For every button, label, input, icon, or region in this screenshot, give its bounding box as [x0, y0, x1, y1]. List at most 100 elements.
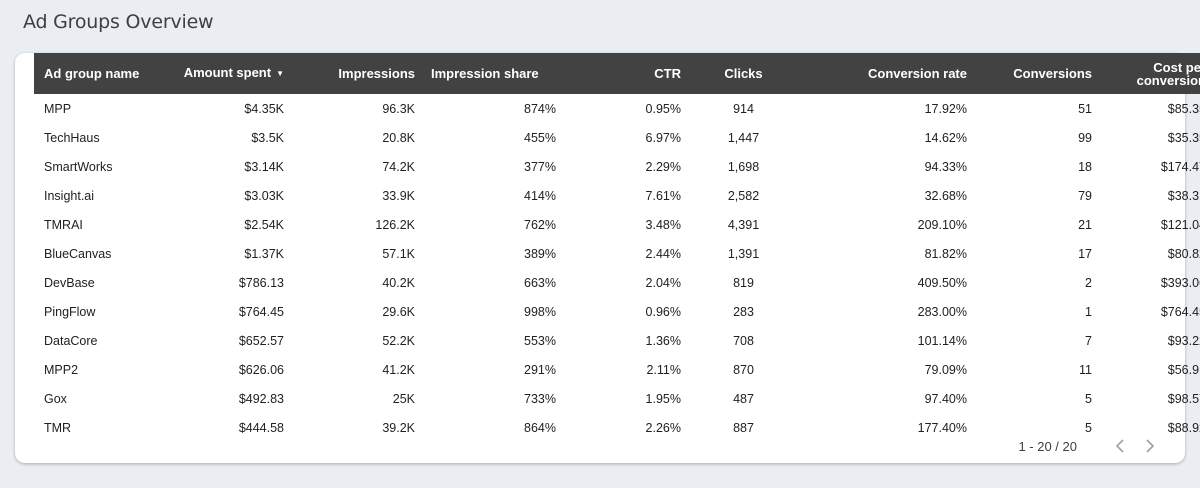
- cell-conversion-rate: 14.62%: [924, 130, 967, 145]
- table-card: Ad group name Amount spent ▼ Impressions Imp…: [15, 53, 1200, 463]
- cell-ad-group-name: TMR: [44, 420, 72, 435]
- cell-conversions: 18: [1078, 159, 1092, 174]
- cell-clicks: 914: [733, 101, 754, 116]
- cell-conversions: 5: [1085, 391, 1092, 406]
- table-row[interactable]: DevBase $786.13 40.2K 663% 2.04% 819 409.50% 2 $…: [34, 268, 1200, 297]
- column-header-amount-spent[interactable]: Amount spent ▼: [169, 53, 284, 94]
- ad-groups-table: Ad group name Amount spent ▼ Impressions Imp…: [34, 53, 1200, 442]
- column-header-label: Conversion rate: [868, 66, 967, 81]
- cell-amount-spent: $4.35K: [244, 101, 284, 116]
- cell-amount-spent: $492.83: [238, 391, 284, 406]
- cell-clicks: 708: [733, 333, 754, 348]
- cell-clicks: 4,391: [727, 217, 760, 232]
- cell-clicks: 283: [733, 304, 754, 319]
- cell-impressions: 29.6K: [382, 304, 415, 319]
- column-header-conversion-rate[interactable]: Conversion rate: [786, 53, 967, 94]
- cell-impressions: 52.2K: [382, 333, 415, 348]
- cell-ctr: 7.61%: [645, 188, 681, 203]
- cell-cost-per-conversion: $174.47: [1160, 159, 1200, 174]
- table-row[interactable]: SmartWorks $3.14K 74.2K 377% 2.29% 1,698 94.33…: [34, 152, 1200, 181]
- column-header-label: Cost per conversion: [1136, 59, 1200, 88]
- table-row[interactable]: Gox $492.83 25K 733% 1.95% 487 97.40% 5 $98.57: [34, 384, 1200, 413]
- cell-conversions: 17: [1078, 246, 1092, 261]
- cell-cost-per-conversion: $35.35: [1167, 130, 1200, 145]
- column-header-label: Ad group name: [44, 66, 140, 81]
- cell-cost-per-conversion: $85.35: [1167, 101, 1200, 116]
- cell-ctr: 0.95%: [645, 101, 681, 116]
- column-header-label: CTR: [654, 66, 681, 81]
- column-header-label: Conversions: [1013, 66, 1092, 81]
- cell-cost-per-conversion: $764.45: [1160, 304, 1200, 319]
- cell-ctr: 2.29%: [645, 159, 681, 174]
- cell-cost-per-conversion: $93.22: [1167, 333, 1200, 348]
- cell-impressions: 40.2K: [382, 275, 415, 290]
- cell-cost-per-conversion: $393.06: [1160, 275, 1200, 290]
- column-header-clicks[interactable]: Clicks: [681, 53, 786, 94]
- cell-cost-per-conversion: $56.91: [1167, 362, 1200, 377]
- cell-ctr: 0.96%: [645, 304, 681, 319]
- next-page-button[interactable]: [1141, 437, 1159, 455]
- table-row[interactable]: BlueCanvas $1.37K 57.1K 389% 2.44% 1,391 81.82…: [34, 239, 1200, 268]
- pagination: 1 - 20 / 20: [1018, 437, 1159, 455]
- table-row[interactable]: Insight.ai $3.03K 33.9K 414% 7.61% 2,582 32.68…: [34, 181, 1200, 210]
- table-row[interactable]: MPP $4.35K 96.3K 874% 0.95% 914 17.92% 51 $85.35: [34, 94, 1200, 123]
- cell-conversions: 79: [1078, 188, 1092, 203]
- table-row[interactable]: MPP2 $626.06 41.2K 291% 2.11% 870 79.09% 11 $56.…: [34, 355, 1200, 384]
- cell-impression-share: 874%: [524, 101, 556, 116]
- cell-ctr: 3.48%: [645, 217, 681, 232]
- cell-ctr: 1.95%: [645, 391, 681, 406]
- cell-amount-spent: $444.58: [238, 420, 284, 435]
- column-header-impression-share[interactable]: Impression share: [415, 53, 556, 94]
- cell-cost-per-conversion: $121.04: [1160, 217, 1200, 232]
- column-header-ctr[interactable]: CTR: [556, 53, 681, 94]
- cell-amount-spent: $3.03K: [244, 188, 284, 203]
- column-header-label: Clicks: [724, 66, 763, 81]
- cell-impressions: 41.2K: [382, 362, 415, 377]
- table-row[interactable]: TMR $444.58 39.2K 864% 2.26% 887 177.40% 5 $88.9…: [34, 413, 1200, 442]
- cell-amount-spent: $652.57: [238, 333, 284, 348]
- table-body: MPP$4.35K96.3K874%0.95%91417.92%51$85.35…: [34, 94, 1200, 442]
- cell-impressions: 74.2K: [382, 159, 415, 174]
- cell-clicks: 2,582: [727, 188, 760, 203]
- cell-conversion-rate: 409.50%: [917, 275, 967, 290]
- column-header-ad-group-name[interactable]: Ad group name: [34, 53, 169, 94]
- cell-conversions: 1: [1085, 304, 1092, 319]
- cell-ad-group-name: DevBase: [44, 275, 95, 290]
- column-header-impressions[interactable]: Impressions: [284, 53, 415, 94]
- cell-conversion-rate: 94.33%: [924, 159, 967, 174]
- cell-conversion-rate: 79.09%: [924, 362, 967, 377]
- table-row[interactable]: TechHaus $3.5K 20.8K 455% 6.97% 1,447 14.62% 99…: [34, 123, 1200, 152]
- cell-impression-share: 389%: [524, 246, 556, 261]
- cell-conversions: 51: [1078, 101, 1092, 116]
- cell-ad-group-name: Gox: [44, 391, 67, 406]
- cell-amount-spent: $764.45: [238, 304, 284, 319]
- cell-amount-spent: $626.06: [238, 362, 284, 377]
- cell-impressions: 25K: [392, 391, 415, 406]
- column-header-label: Impressions: [338, 66, 415, 81]
- cell-conversion-rate: 81.82%: [924, 246, 967, 261]
- cell-amount-spent: $2.54K: [244, 217, 284, 232]
- cell-impressions: 57.1K: [382, 246, 415, 261]
- cell-impressions: 33.9K: [382, 188, 415, 203]
- pagination-label: 1 - 20 / 20: [1018, 438, 1077, 454]
- sort-descending-icon[interactable]: ▼: [276, 68, 284, 78]
- cell-ad-group-name: DataCore: [44, 333, 98, 348]
- cell-impression-share: 414%: [524, 188, 556, 203]
- table-row[interactable]: TMRAI $2.54K 126.2K 762% 3.48% 4,391 209.10% 21…: [34, 210, 1200, 239]
- cell-clicks: 870: [733, 362, 754, 377]
- cell-impressions: 20.8K: [382, 130, 415, 145]
- previous-page-button[interactable]: [1111, 437, 1129, 455]
- table-row[interactable]: DataCore $652.57 52.2K 553% 1.36% 708 101.14% 7…: [34, 326, 1200, 355]
- cell-impression-share: 998%: [524, 304, 556, 319]
- column-header-conversions[interactable]: Conversions: [967, 53, 1092, 94]
- column-header-cost-per-conversion[interactable]: Cost per conversion: [1092, 53, 1200, 94]
- table-row[interactable]: PingFlow $764.45 29.6K 998% 0.96% 283 283.00% 1…: [34, 297, 1200, 326]
- cell-conversions: 2: [1085, 275, 1092, 290]
- cell-ctr: 1.36%: [645, 333, 681, 348]
- column-header-label: Impression share: [431, 66, 539, 81]
- cell-ctr: 2.04%: [645, 275, 681, 290]
- cell-cost-per-conversion: $98.57: [1167, 391, 1200, 406]
- cell-clicks: 819: [733, 275, 754, 290]
- cell-conversions: 99: [1078, 130, 1092, 145]
- cell-clicks: 487: [733, 391, 754, 406]
